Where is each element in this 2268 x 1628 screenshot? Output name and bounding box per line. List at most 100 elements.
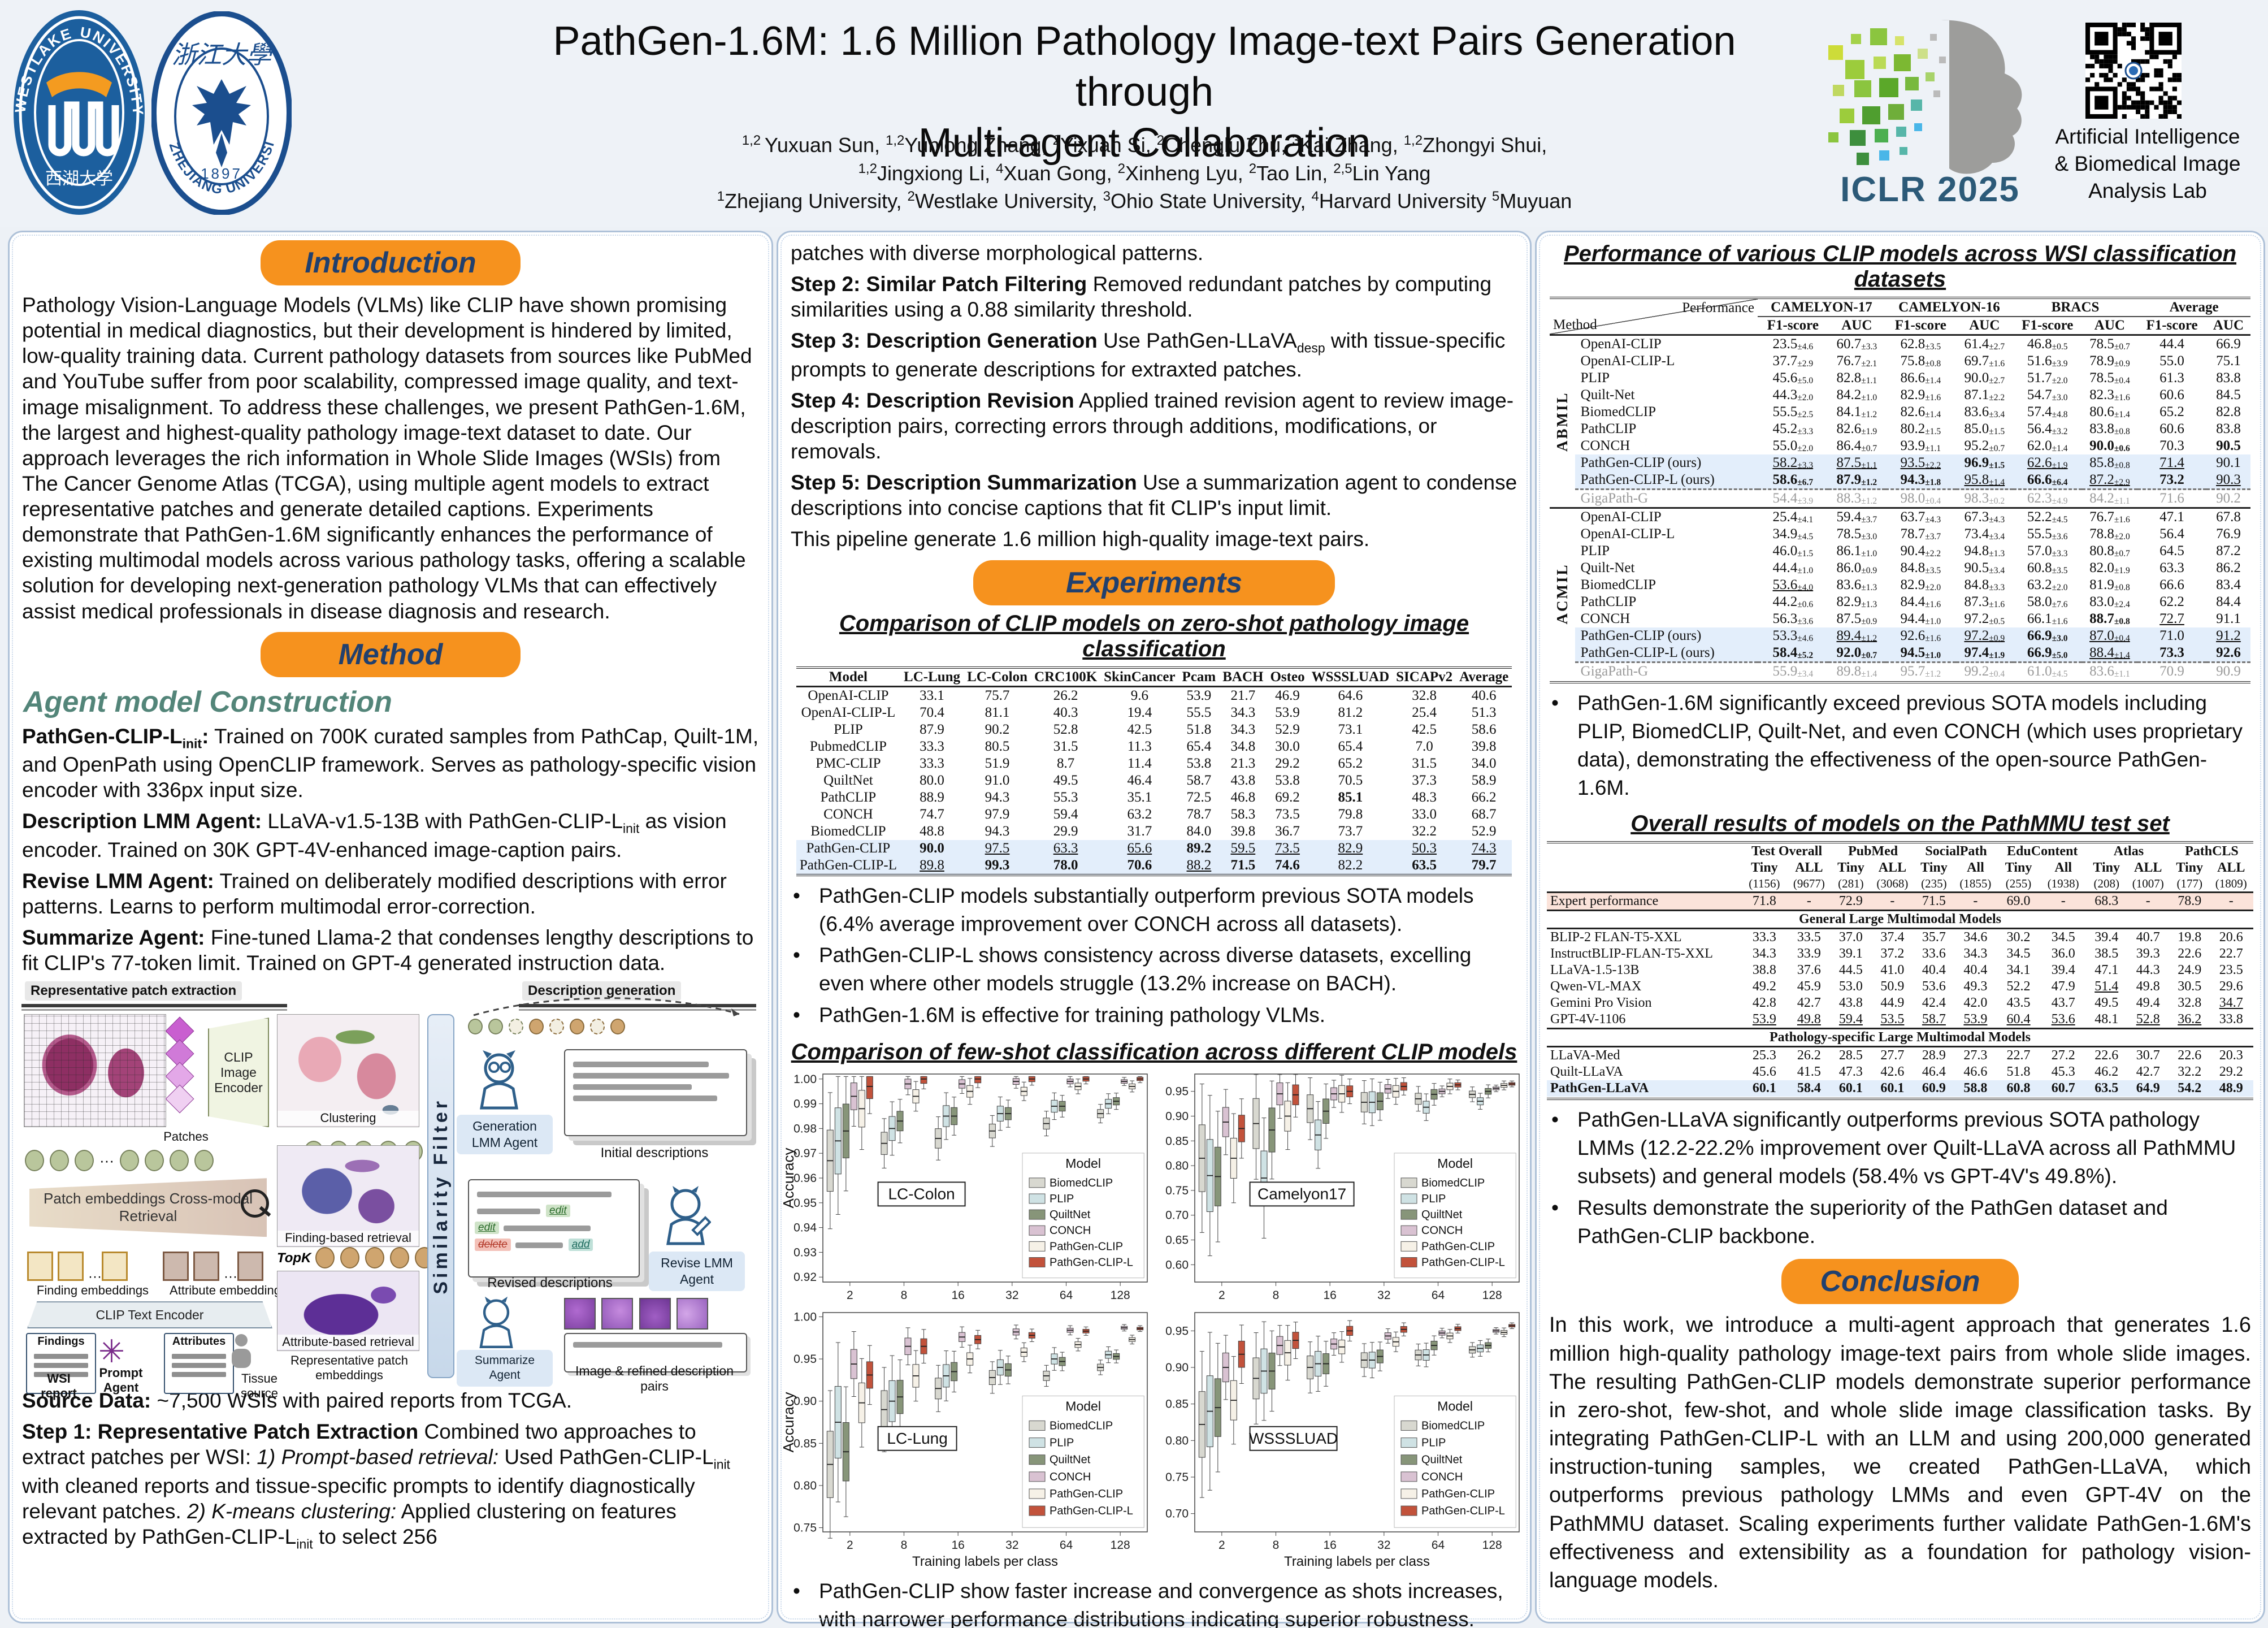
svg-text:0.85: 0.85 xyxy=(1165,1398,1189,1411)
svg-text:8: 8 xyxy=(901,1539,908,1552)
svg-text:PathGen-CLIP: PathGen-CLIP xyxy=(1421,1241,1495,1253)
svg-text:32: 32 xyxy=(1377,1289,1390,1302)
svg-text:PathGen-CLIP-L: PathGen-CLIP-L xyxy=(1421,1505,1505,1517)
column-results-conclusion: Performance of various CLIP models acros… xyxy=(1535,231,2265,1623)
table-row: PLIP 45.6±5.0 82.8±1.1 86.6±1.4 90.0±2.7 51.7… xyxy=(1580,370,2241,386)
bullet-item: • PathGen-CLIP models substantially outpe… xyxy=(793,884,1474,936)
diagram-section-label: Representative patch extraction xyxy=(25,981,242,1001)
svg-text:0.75: 0.75 xyxy=(1165,1471,1189,1484)
patches-label: Patches xyxy=(163,1129,209,1144)
revised-descriptions-stack: edit edit delete add xyxy=(468,1179,640,1278)
svg-text:0.80: 0.80 xyxy=(1165,1435,1189,1448)
table-row: PathGen-CLIP-L (ours) 58.4±5.2 92.0±0.7 94.… xyxy=(1550,644,2250,663)
svg-text:0.80: 0.80 xyxy=(793,1479,817,1492)
qr-code[interactable] xyxy=(2085,23,2182,119)
svg-text:1.00: 1.00 xyxy=(793,1073,817,1086)
revise-agent-label: Revise LMM Agent xyxy=(649,1252,745,1291)
column-introduction-method: Introduction Pathology Vision-Language M… xyxy=(8,231,773,1623)
paragraph: Revise LMM Agent: Trained on deliberatel… xyxy=(22,869,727,918)
lab-name: Artificial Intelligence & Biomedical Imag… xyxy=(2054,125,2241,203)
svg-text:Training labels per class: Training labels per class xyxy=(912,1554,1058,1569)
svg-text:2: 2 xyxy=(1218,1289,1225,1302)
svg-text:1.00: 1.00 xyxy=(793,1311,817,1324)
svg-text:0.97: 0.97 xyxy=(793,1147,817,1160)
bullet-item: • PathGen-CLIP show faster increase and c… xyxy=(793,1579,1503,1628)
svg-text:16: 16 xyxy=(1323,1289,1336,1302)
svg-text:WSSSLUAD: WSSSLUAD xyxy=(1249,1430,1338,1447)
svg-text:浙江大學: 浙江大學 xyxy=(172,41,274,69)
svg-text:32: 32 xyxy=(1005,1539,1018,1552)
table-row: OpenAI-CLIP-L 34.9±4.5 78.5±3.0 78.7±3.7 73.… xyxy=(1580,526,2241,542)
loop-arrow xyxy=(473,997,740,1017)
table-row: PathGen-CLIP 90.0 97.5 63.3 65.6 89.2 59.5 73.5… xyxy=(796,839,1512,857)
table-row: Quilt-Net 44.4±1.0 86.0±0.9 84.8±3.5 90.5±3.… xyxy=(1580,560,2241,575)
table-row: Qwen-VL-MAX 49.2 45.9 53.0 50.9 53.6 49.3 52.2 4… xyxy=(1550,978,2243,994)
paragraph: This pipeline generate 1.6 million high-… xyxy=(791,527,1370,551)
paragraph: Description LMM Agent: LLaVA-v1.5-13B wi… xyxy=(22,809,727,861)
svg-text:0.90: 0.90 xyxy=(1165,1110,1189,1123)
representative-embeddings-label: Representative patch embeddings xyxy=(290,1353,408,1383)
diagram-section-label: Description generation xyxy=(522,981,682,1001)
tissue-source-label: Tissue source xyxy=(240,1371,279,1401)
svg-text:PathGen-CLIP-L: PathGen-CLIP-L xyxy=(1050,1505,1133,1517)
svg-text:128: 128 xyxy=(1111,1289,1130,1302)
topk-label: TopK xyxy=(277,1250,311,1266)
svg-text:Accuracy: Accuracy xyxy=(783,1392,797,1453)
bullet-item: • PathGen-LLaVA significantly outperforms… xyxy=(1551,1107,2236,1188)
table-row: BiomedCLIP 55.5±2.5 84.1±1.2 82.6±1.4 83.6±3… xyxy=(1580,404,2241,419)
table-row: Expert performance 71.8-72.9-71.5-69.0-68… xyxy=(1547,892,2253,911)
paragraph: patches with diverse morphological patte… xyxy=(791,241,1204,265)
svg-text:PathGen-CLIP: PathGen-CLIP xyxy=(1050,1241,1123,1253)
generation-agent-icon xyxy=(480,1050,518,1110)
wsi-report-label: WSI report xyxy=(41,1371,77,1401)
prompt-agent-label: Prompt Agent xyxy=(99,1366,143,1395)
svg-text:CONCH: CONCH xyxy=(1050,1225,1091,1237)
svg-text:PathGen-CLIP-L: PathGen-CLIP-L xyxy=(1421,1257,1505,1269)
initial-descriptions-stack xyxy=(564,1049,747,1137)
table-row: GigaPath-G 54.4±3.9 88.3±1.2 98.0±0.4 98.3±0… xyxy=(1550,488,2250,508)
author-line: 1Zhejiang University, 2Westlake Universi… xyxy=(717,189,1572,213)
patch-diamonds-icon xyxy=(165,1016,194,1114)
agent-model-construction-heading: Agent model Construction xyxy=(23,685,392,718)
svg-text:0.65: 0.65 xyxy=(1165,1234,1189,1247)
findings-doc: Findings xyxy=(26,1333,96,1395)
pathmmu-bullets: • PathGen-LLaVA significantly outperforms… xyxy=(1537,1100,2263,1250)
table-row: LLaVA-Med 25.3 26.2 28.5 27.7 28.9 27.3 22.7 27.… xyxy=(1550,1047,2243,1063)
table-row: CONCH 56.3±3.6 87.5±0.9 94.4±1.0 97.2±0.5 66.… xyxy=(1580,611,2241,626)
table-row: QuiltNet 80.0 91.0 49.5 46.4 58.7 43.8 53.8 70.5… xyxy=(823,772,1497,788)
svg-text:64: 64 xyxy=(1432,1289,1445,1302)
svg-text:CONCH: CONCH xyxy=(1421,1471,1463,1483)
svg-text:32: 32 xyxy=(1005,1289,1018,1302)
svg-text:Model: Model xyxy=(1437,1399,1473,1414)
table-row: Quilt-Net 44.3±2.0 84.2±1.0 82.9±1.6 87.1±2.… xyxy=(1580,387,2241,402)
svg-text:0.60: 0.60 xyxy=(1165,1259,1189,1272)
clustering-image: Clustering xyxy=(277,1014,419,1128)
svg-text:0.93: 0.93 xyxy=(793,1246,817,1259)
introduction-text: Pathology Vision-Language Models (VLMs) … xyxy=(22,293,752,623)
summarize-agent-label: Summarize Agent xyxy=(457,1350,553,1387)
boxplot-LC-Lung: 0.75 0.80 0.85 0.90 0.95 1.00 2 8 16 32 64 128 Train… xyxy=(783,1311,1148,1569)
boxplot-LC-Colon: 0.92 0.93 0.94 0.95 0.96 0.97 0.98 0.99 1.00 2 8 16… xyxy=(783,1073,1148,1302)
svg-text:0.95: 0.95 xyxy=(1165,1325,1189,1338)
table-section-header: Pathology-specific Large Multimodal Mode… xyxy=(1547,1027,2253,1047)
svg-text:16: 16 xyxy=(951,1539,964,1552)
svg-text:QuiltNet: QuiltNet xyxy=(1421,1209,1463,1221)
svg-text:0.90: 0.90 xyxy=(1165,1361,1189,1374)
svg-text:0.94: 0.94 xyxy=(793,1222,817,1235)
svg-text:16: 16 xyxy=(951,1289,964,1302)
svg-text:CONCH: CONCH xyxy=(1050,1471,1091,1483)
paragraph: PathGen-CLIP-Linit: Trained on 700K cura… xyxy=(22,724,759,802)
refined-patch-tiles xyxy=(564,1298,709,1332)
boxplot-WSSSLUAD: 0.70 0.75 0.80 0.85 0.90 0.95 2 8 16 32 64 128 Train… xyxy=(1165,1312,1520,1569)
attribute-embeddings-label: Attribute embeddings xyxy=(170,1283,287,1298)
table-row: LLaVA-1.5-13B 38.8 37.6 44.5 41.0 40.4 40.4 34.… xyxy=(1550,962,2243,977)
fewshot-boxplots: 0.92 0.93 0.94 0.95 0.96 0.97 0.98 0.99 1.00 2 8 16… xyxy=(778,1070,1530,1571)
table-row: PLIP 87.9 90.2 52.8 42.5 51.8 34.3 52.9 73.1 42.5… xyxy=(834,721,1497,737)
svg-text:0.99: 0.99 xyxy=(793,1098,817,1111)
paragraph: Step 3: Description Generation Use PathG… xyxy=(791,329,1506,381)
table-row: BiomedCLIP 48.8 94.3 29.9 31.7 84.0 39.8 36.7 73… xyxy=(810,823,1497,839)
bullet-item: • PathGen-1.6M significantly exceed previ… xyxy=(1551,691,2243,799)
westlake-university-logo: WESTLAKE UNIVERSITY 西湖大学 xyxy=(12,10,145,215)
svg-text:BiomedCLIP: BiomedCLIP xyxy=(1421,1420,1485,1432)
conclusion-text: In this work, we introduce a multi-agent… xyxy=(1549,1313,2251,1592)
